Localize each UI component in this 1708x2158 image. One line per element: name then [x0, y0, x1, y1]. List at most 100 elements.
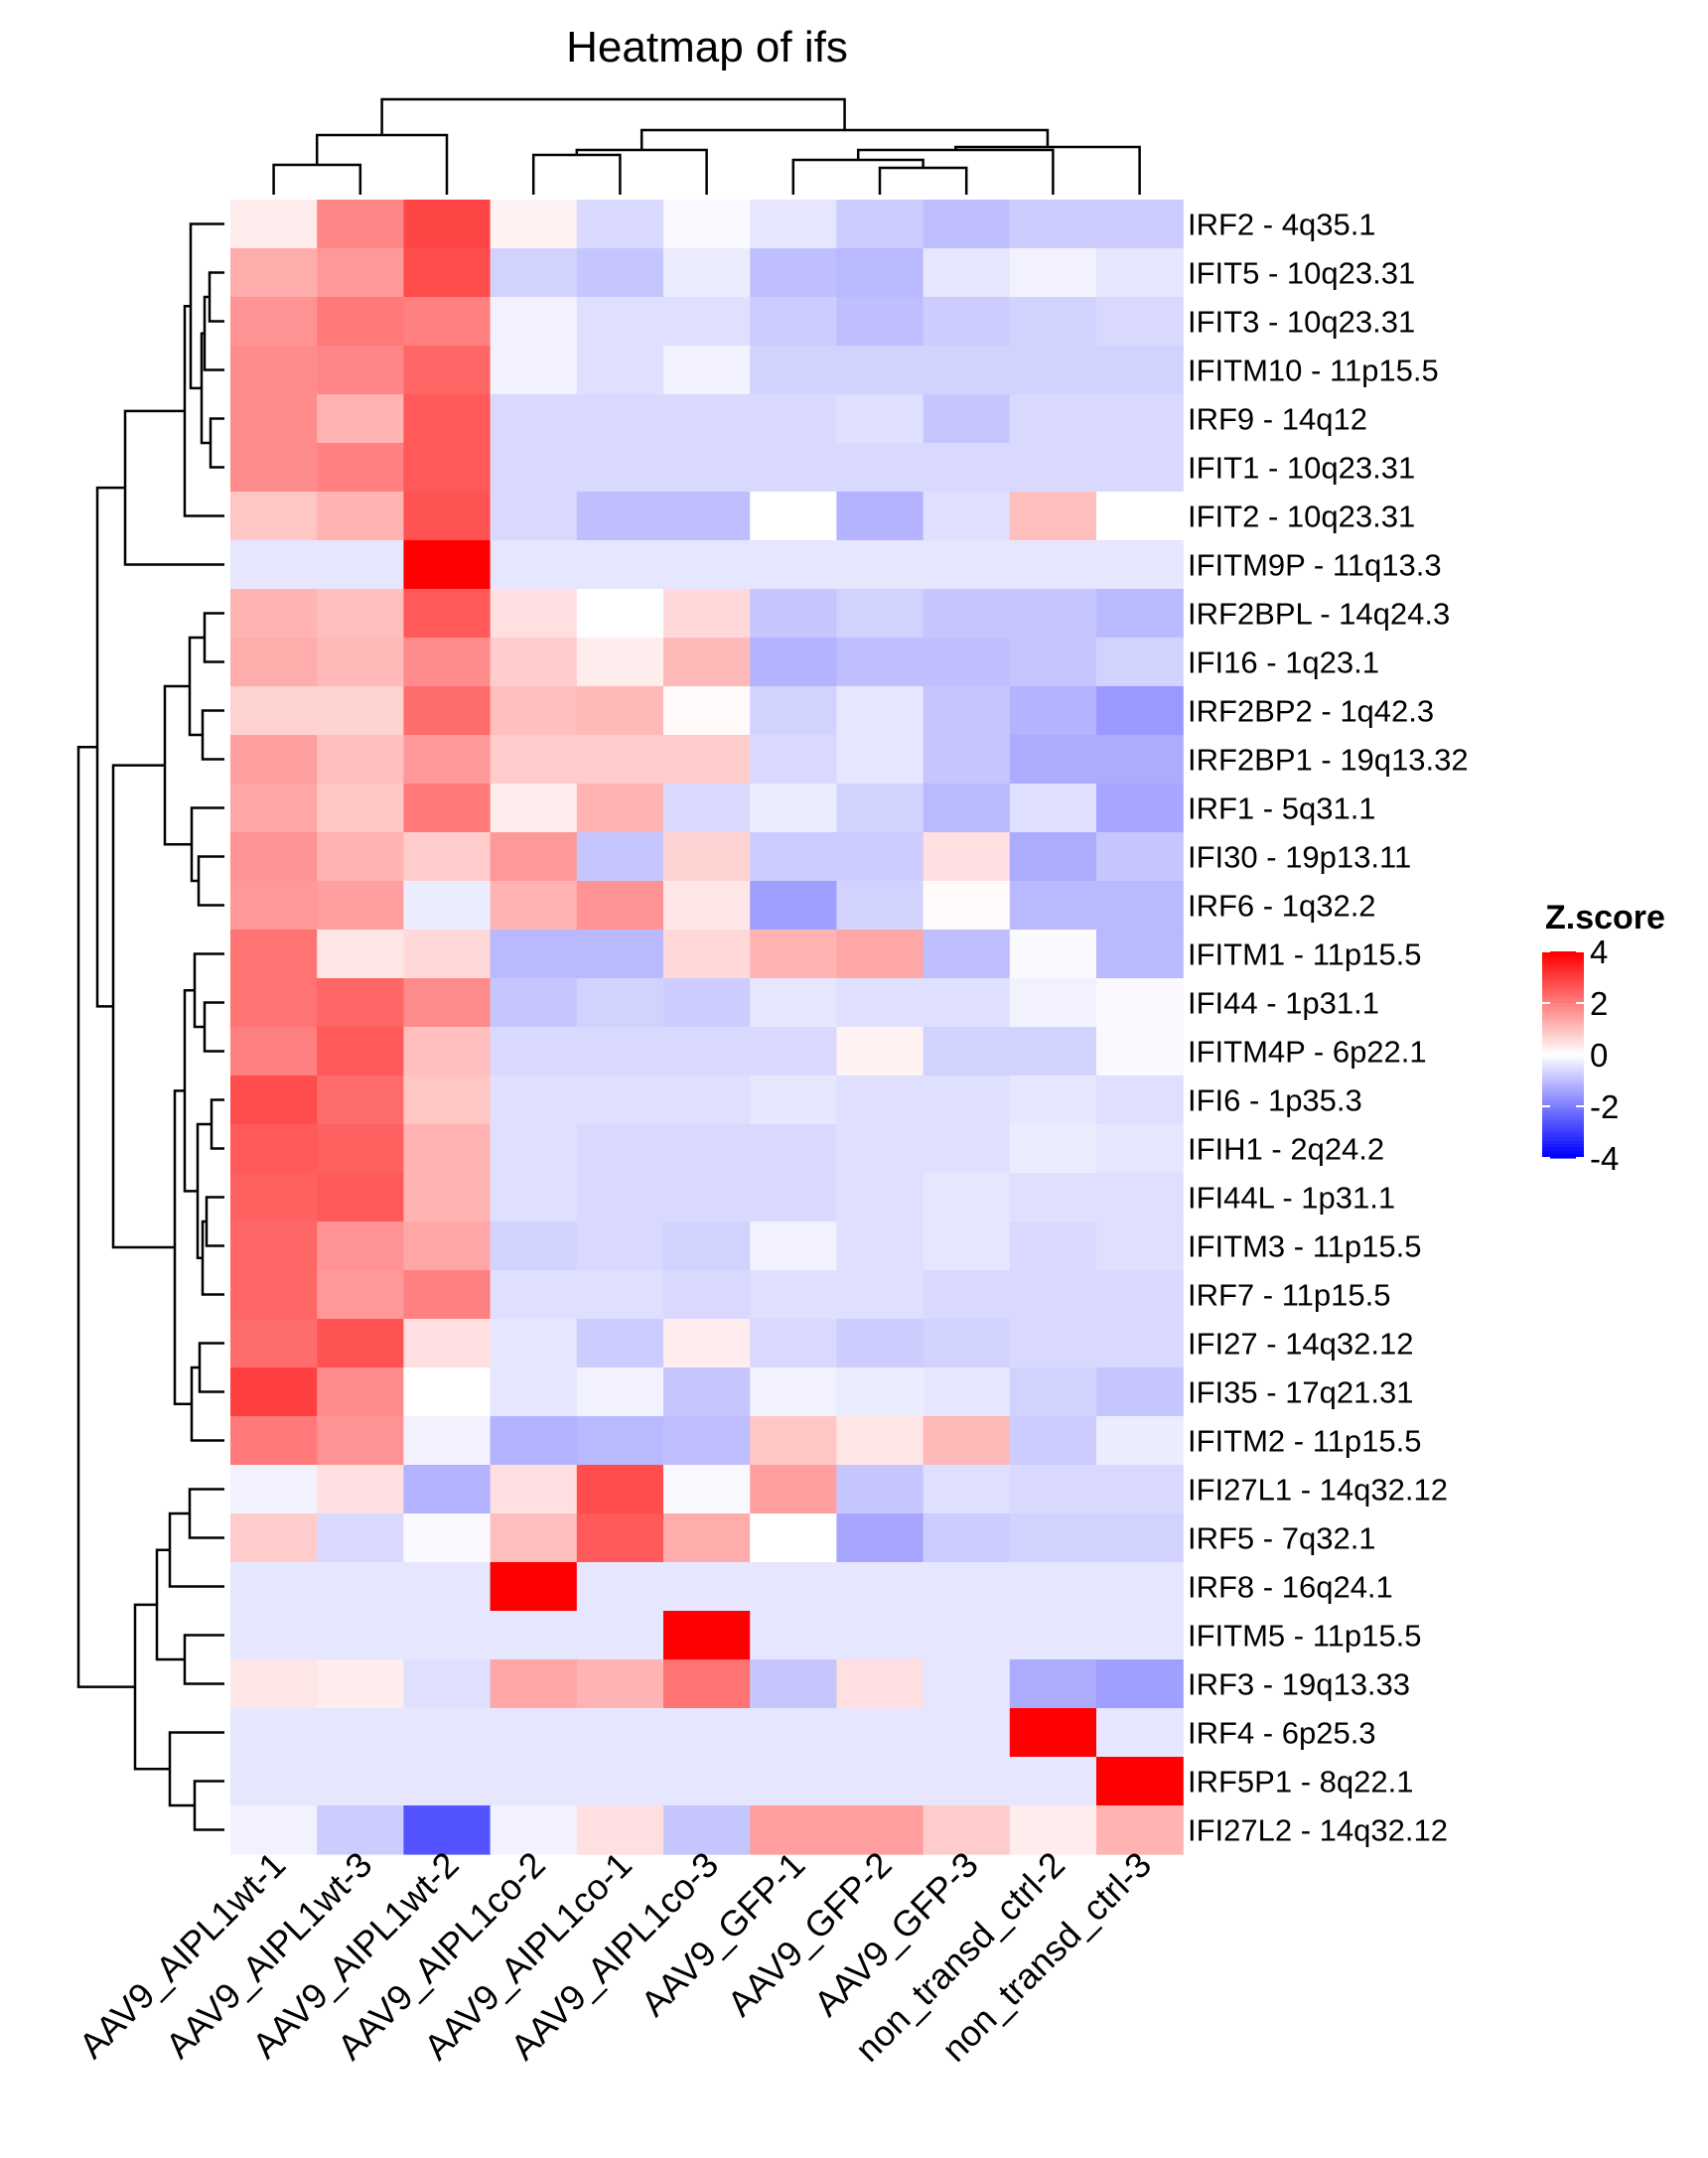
row-label: IRF8 - 16q24.1	[1188, 1570, 1393, 1605]
heatmap-cell	[403, 978, 492, 1028]
heatmap-cell	[1096, 540, 1184, 590]
heatmap-cell	[663, 930, 751, 979]
heatmap-cell	[750, 1222, 837, 1271]
legend-gradient-step	[1542, 1044, 1584, 1049]
legend-gradient-step	[1542, 1151, 1584, 1156]
heatmap-cell	[663, 1319, 751, 1368]
heatmap-cell	[490, 1173, 578, 1223]
heatmap-cell	[403, 784, 492, 833]
heatmap-cell	[836, 1027, 925, 1077]
row-dendrogram	[76, 222, 224, 1831]
heatmap-cell	[1009, 1708, 1097, 1758]
heatmap-cell	[317, 1513, 404, 1563]
heatmap-cell	[923, 1270, 1011, 1320]
heatmap-cell	[576, 1659, 664, 1709]
heatmap-cell	[663, 1562, 751, 1612]
heatmap-cell	[836, 1805, 925, 1855]
heatmap-cell	[490, 1416, 578, 1466]
heatmap-cell	[663, 784, 751, 833]
heatmap-cell	[490, 1708, 578, 1758]
heatmap-cell	[1096, 1513, 1184, 1563]
heatmap-cell	[490, 1465, 578, 1514]
heatmap-cell	[1009, 1562, 1097, 1612]
heatmap-cell	[576, 1319, 664, 1368]
heatmap-cell	[576, 248, 664, 298]
heatmap-cell	[1096, 1465, 1184, 1514]
heatmap-cell	[1096, 1757, 1184, 1806]
heatmap-cell	[317, 1562, 404, 1612]
heatmap-cell	[576, 1708, 664, 1758]
heatmap-cell	[1009, 1367, 1097, 1417]
heatmap-cell	[490, 200, 578, 249]
heatmap-cell	[750, 1319, 837, 1368]
heatmap-cell	[1009, 297, 1097, 347]
heatmap-cell	[663, 1270, 751, 1320]
dendrogram-branch	[163, 684, 192, 846]
legend-gradient-step	[1542, 1061, 1584, 1066]
heatmap-cell	[923, 881, 1011, 931]
heatmap-cell	[403, 492, 492, 541]
heatmap-cell	[230, 735, 318, 785]
heatmap-cell	[923, 200, 1011, 249]
heatmap-cell	[750, 297, 837, 347]
dendrogram-branch	[193, 1780, 224, 1831]
heatmap-cell	[403, 1465, 492, 1514]
heatmap-cell	[750, 443, 837, 493]
legend-gradient-step	[1542, 1020, 1584, 1025]
heatmap-cell	[230, 1757, 318, 1806]
heatmap-cell	[576, 1611, 664, 1660]
heatmap-cell	[663, 1708, 751, 1758]
heatmap-cell	[1009, 1222, 1097, 1271]
legend-gradient-step	[1542, 1144, 1584, 1149]
heatmap-cell	[230, 1270, 318, 1320]
heatmap-cell	[230, 1222, 318, 1271]
heatmap-cell	[750, 978, 837, 1028]
dendrogram-branch	[954, 145, 1141, 195]
column-labels: AAV9_AIPL1wt-1AAV9_AIPL1wt-3AAV9_AIPL1wt…	[71, 1844, 1159, 2070]
heatmap-cell	[1096, 1805, 1184, 1855]
heatmap-cell	[1096, 1173, 1184, 1223]
legend-tick-label: 2	[1590, 985, 1608, 1022]
heatmap-cell	[490, 443, 578, 493]
heatmap-cell	[403, 200, 492, 249]
legend-gradient-step	[1542, 975, 1584, 980]
heatmap-cell	[750, 638, 837, 687]
heatmap-cell	[923, 1124, 1011, 1174]
row-label: IFITM10 - 11p15.5	[1188, 354, 1439, 388]
dendrogram-branch	[272, 163, 362, 195]
heatmap-cell	[230, 832, 318, 882]
heatmap-cell	[836, 881, 925, 931]
heatmap-cell	[923, 492, 1011, 541]
heatmap-cell	[403, 1367, 492, 1417]
column-dendrogram	[272, 97, 1141, 195]
legend-gradient-step	[1542, 1034, 1584, 1039]
row-label: IFI44 - 1p31.1	[1188, 986, 1379, 1021]
legend-tick-label: -2	[1590, 1088, 1619, 1125]
heatmap-cell	[1009, 1805, 1097, 1855]
heatmap-cell	[230, 930, 318, 979]
heatmap-cell	[923, 443, 1011, 493]
heatmap-cell	[750, 346, 837, 395]
heatmap-cell	[836, 978, 925, 1028]
heatmap-cell	[1096, 200, 1184, 249]
heatmap-cell	[576, 1027, 664, 1077]
heatmap-cell	[490, 1805, 578, 1855]
heatmap-cell	[490, 1270, 578, 1320]
row-label: IRF2BP1 - 19q13.32	[1188, 743, 1469, 778]
heatmap-cell	[490, 1611, 578, 1660]
legend-gradient-step	[1542, 1109, 1584, 1114]
heatmap-cell	[403, 1611, 492, 1660]
dendrogram-branch	[203, 1001, 224, 1053]
heatmap-cell	[663, 200, 751, 249]
row-label: IFI27 - 14q32.12	[1188, 1327, 1414, 1362]
heatmap-cell	[403, 1708, 492, 1758]
heatmap-cell	[1096, 881, 1184, 931]
heatmap-cell	[317, 1757, 404, 1806]
heatmap-cell	[230, 540, 318, 590]
heatmap-cell	[576, 1222, 664, 1271]
dendrogram-branch	[791, 158, 925, 195]
legend-gradient-step	[1542, 1147, 1584, 1152]
legend-gradient-step	[1542, 1130, 1584, 1135]
heatmap-cell	[836, 443, 925, 493]
heatmap-cell	[490, 881, 578, 931]
